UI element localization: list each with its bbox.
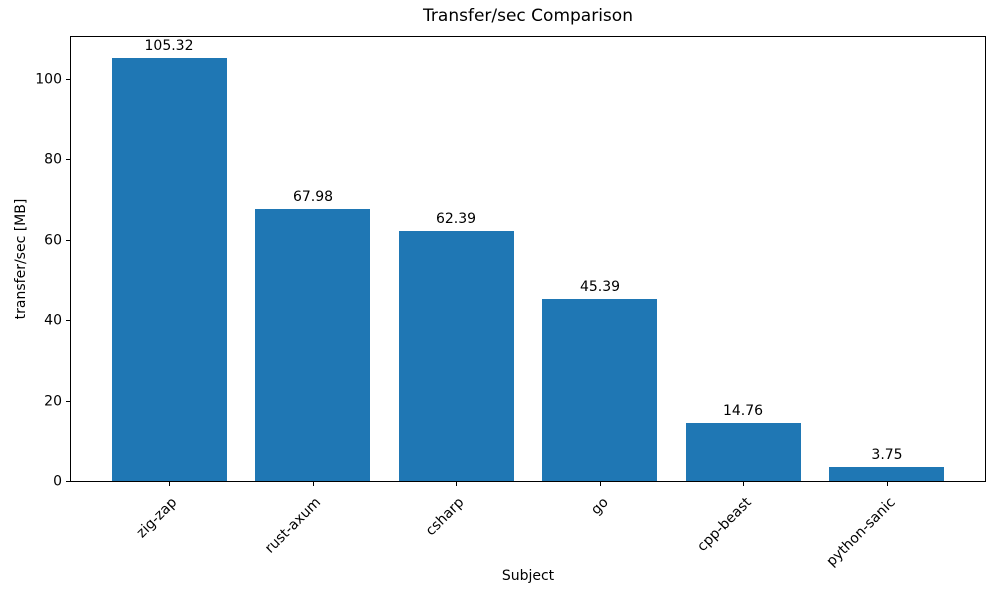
y-tick-mark [66,320,70,321]
x-tick-mark [169,482,170,486]
x-tick-mark [600,482,601,486]
y-tick-label: 20 [44,393,62,410]
y-tick-mark [66,79,70,80]
x-tick-label: zig-zap [133,494,181,542]
x-tick-mark [313,482,314,486]
bar-value-label: 3.75 [871,447,903,463]
y-tick-mark [66,401,70,402]
y-tick-label: 100 [35,71,62,88]
y-tick-mark [66,481,70,482]
y-tick-mark [66,240,70,241]
y-tick-mark [66,159,70,160]
bar-value-label: 67.98 [292,189,334,205]
bar-csharp [399,231,514,481]
bar-rust-axum [255,209,370,481]
plot-area [70,36,986,482]
x-axis-label: Subject [501,568,555,584]
bar-go [542,299,657,481]
x-tick-label: python-sanic [823,494,899,570]
chart-title: Transfer/sec Comparison [423,6,633,26]
y-tick-label: 60 [44,232,62,249]
x-tick-mark [743,482,744,486]
x-tick-mark [456,482,457,486]
y-tick-label: 40 [44,312,62,329]
y-tick-label: 80 [44,151,62,168]
bar-value-label: 45.39 [579,279,621,295]
x-tick-label: csharp [422,494,468,540]
bar-value-label: 62.39 [435,211,477,227]
x-tick-label: go [587,494,612,519]
x-tick-label: cpp-beast [693,494,755,555]
y-axis-label: transfer/sec [MB] [13,198,29,320]
bar-python-sanic [829,467,944,481]
bar-zig-zap [112,58,227,481]
bar-cpp-beast [686,423,801,481]
y-tick-label: 0 [53,473,62,490]
x-tick-mark [887,482,888,486]
x-tick-label: rust-axum [262,494,325,557]
bar-value-label: 14.76 [722,403,764,419]
bar-value-label: 105.32 [144,38,194,54]
